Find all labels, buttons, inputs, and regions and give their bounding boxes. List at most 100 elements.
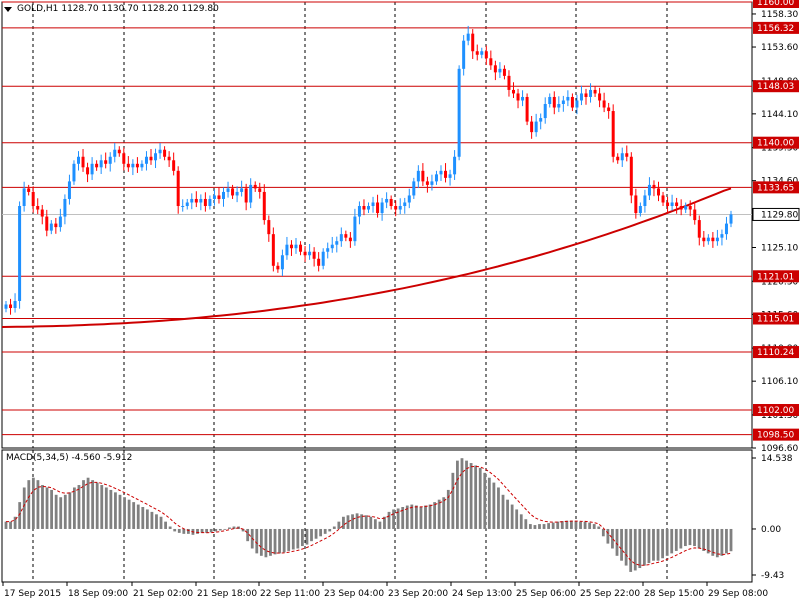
macd-plot-frame (1, 449, 753, 583)
macd-bar (642, 528, 646, 566)
macd-bar (460, 458, 464, 529)
candle (144, 151, 148, 171)
macd-bar (597, 526, 601, 529)
macd-bar (123, 497, 126, 529)
candle (67, 174, 71, 205)
level-label-bg (753, 0, 799, 8)
candle (507, 70, 511, 97)
candle (557, 96, 561, 113)
macd-bar (63, 494, 67, 529)
candle (715, 229, 719, 246)
candle (285, 236, 289, 260)
candle (666, 196, 670, 213)
candle-body (543, 104, 547, 119)
candle-body (512, 89, 515, 94)
candle-body (81, 156, 85, 168)
macd-bar (501, 494, 505, 529)
candle (389, 195, 393, 210)
candle (163, 146, 167, 161)
candle-body (303, 251, 307, 256)
candle-body (199, 198, 203, 203)
candle (58, 208, 62, 232)
candle (18, 201, 22, 309)
candle (516, 88, 520, 109)
macd-bar (688, 528, 692, 546)
candle-body (36, 206, 40, 210)
candle (530, 115, 534, 139)
macd-bar (679, 528, 683, 549)
candle (620, 147, 624, 167)
macd-bar (693, 528, 696, 547)
candle-body (679, 206, 683, 210)
candle (154, 148, 158, 169)
candle-body (471, 33, 475, 52)
candle (140, 160, 144, 171)
macd-bar (200, 528, 204, 533)
candle (462, 35, 466, 76)
candle (570, 93, 574, 112)
macd-bar (583, 521, 587, 529)
macd-bar (588, 522, 592, 529)
macd-bar (524, 519, 528, 529)
candle (634, 188, 638, 219)
macd-bar (369, 516, 373, 529)
candle-body (376, 202, 380, 214)
macd-bar (82, 480, 85, 529)
candle (262, 184, 266, 225)
candle (212, 189, 216, 206)
candle (434, 170, 438, 185)
candle-body (579, 93, 583, 101)
candle-body (27, 188, 31, 192)
time-axis: 17 Sep 2015 18 Sep 09:00 21 Sep 02:00 21 Se… (2, 582, 768, 599)
candle (493, 60, 497, 81)
candle-body (90, 163, 94, 175)
candle (380, 197, 384, 221)
candle-body (462, 40, 466, 69)
candle-body (126, 163, 130, 168)
candle (466, 25, 470, 46)
candle-body (54, 223, 58, 228)
candle-body (362, 206, 366, 210)
macd-bar (624, 528, 628, 566)
price-tick-label: 1125.10 (761, 244, 798, 254)
candle (579, 85, 583, 106)
candle-body (602, 100, 606, 108)
candle (425, 176, 429, 193)
macd-bar (86, 477, 90, 529)
candle-body (226, 188, 230, 192)
macd-bar (401, 507, 405, 529)
candle-body (389, 198, 393, 207)
candle-body (453, 156, 457, 175)
candle (512, 82, 515, 99)
macd-bar (647, 528, 651, 564)
macd-bar (77, 485, 81, 529)
candle-body (122, 153, 126, 164)
macd-bar (383, 516, 386, 529)
macd-bar (405, 505, 409, 529)
dropdown-triangle-icon[interactable] (4, 6, 12, 12)
candle-body (557, 104, 561, 108)
level-label-bg (753, 404, 799, 417)
candle-body (539, 118, 543, 122)
candle-body (294, 244, 298, 249)
macd-bar (396, 508, 400, 529)
macd-bar (13, 516, 17, 529)
time-tick-label: 28 Sep 15:00 (644, 589, 704, 599)
macd-bar (674, 528, 678, 551)
macd-bar (456, 460, 459, 529)
macd-bar (346, 515, 350, 529)
macd-bar (606, 528, 610, 544)
candle (398, 198, 402, 215)
macd-bar (446, 489, 450, 529)
macd-bar (177, 528, 181, 533)
candle-body (625, 153, 629, 157)
candle (4, 300, 8, 313)
macd-bar (437, 499, 441, 529)
candle-body (31, 191, 35, 207)
candle-body (181, 206, 185, 208)
candle-body (108, 156, 112, 164)
candle (217, 187, 221, 204)
candle (697, 215, 701, 246)
